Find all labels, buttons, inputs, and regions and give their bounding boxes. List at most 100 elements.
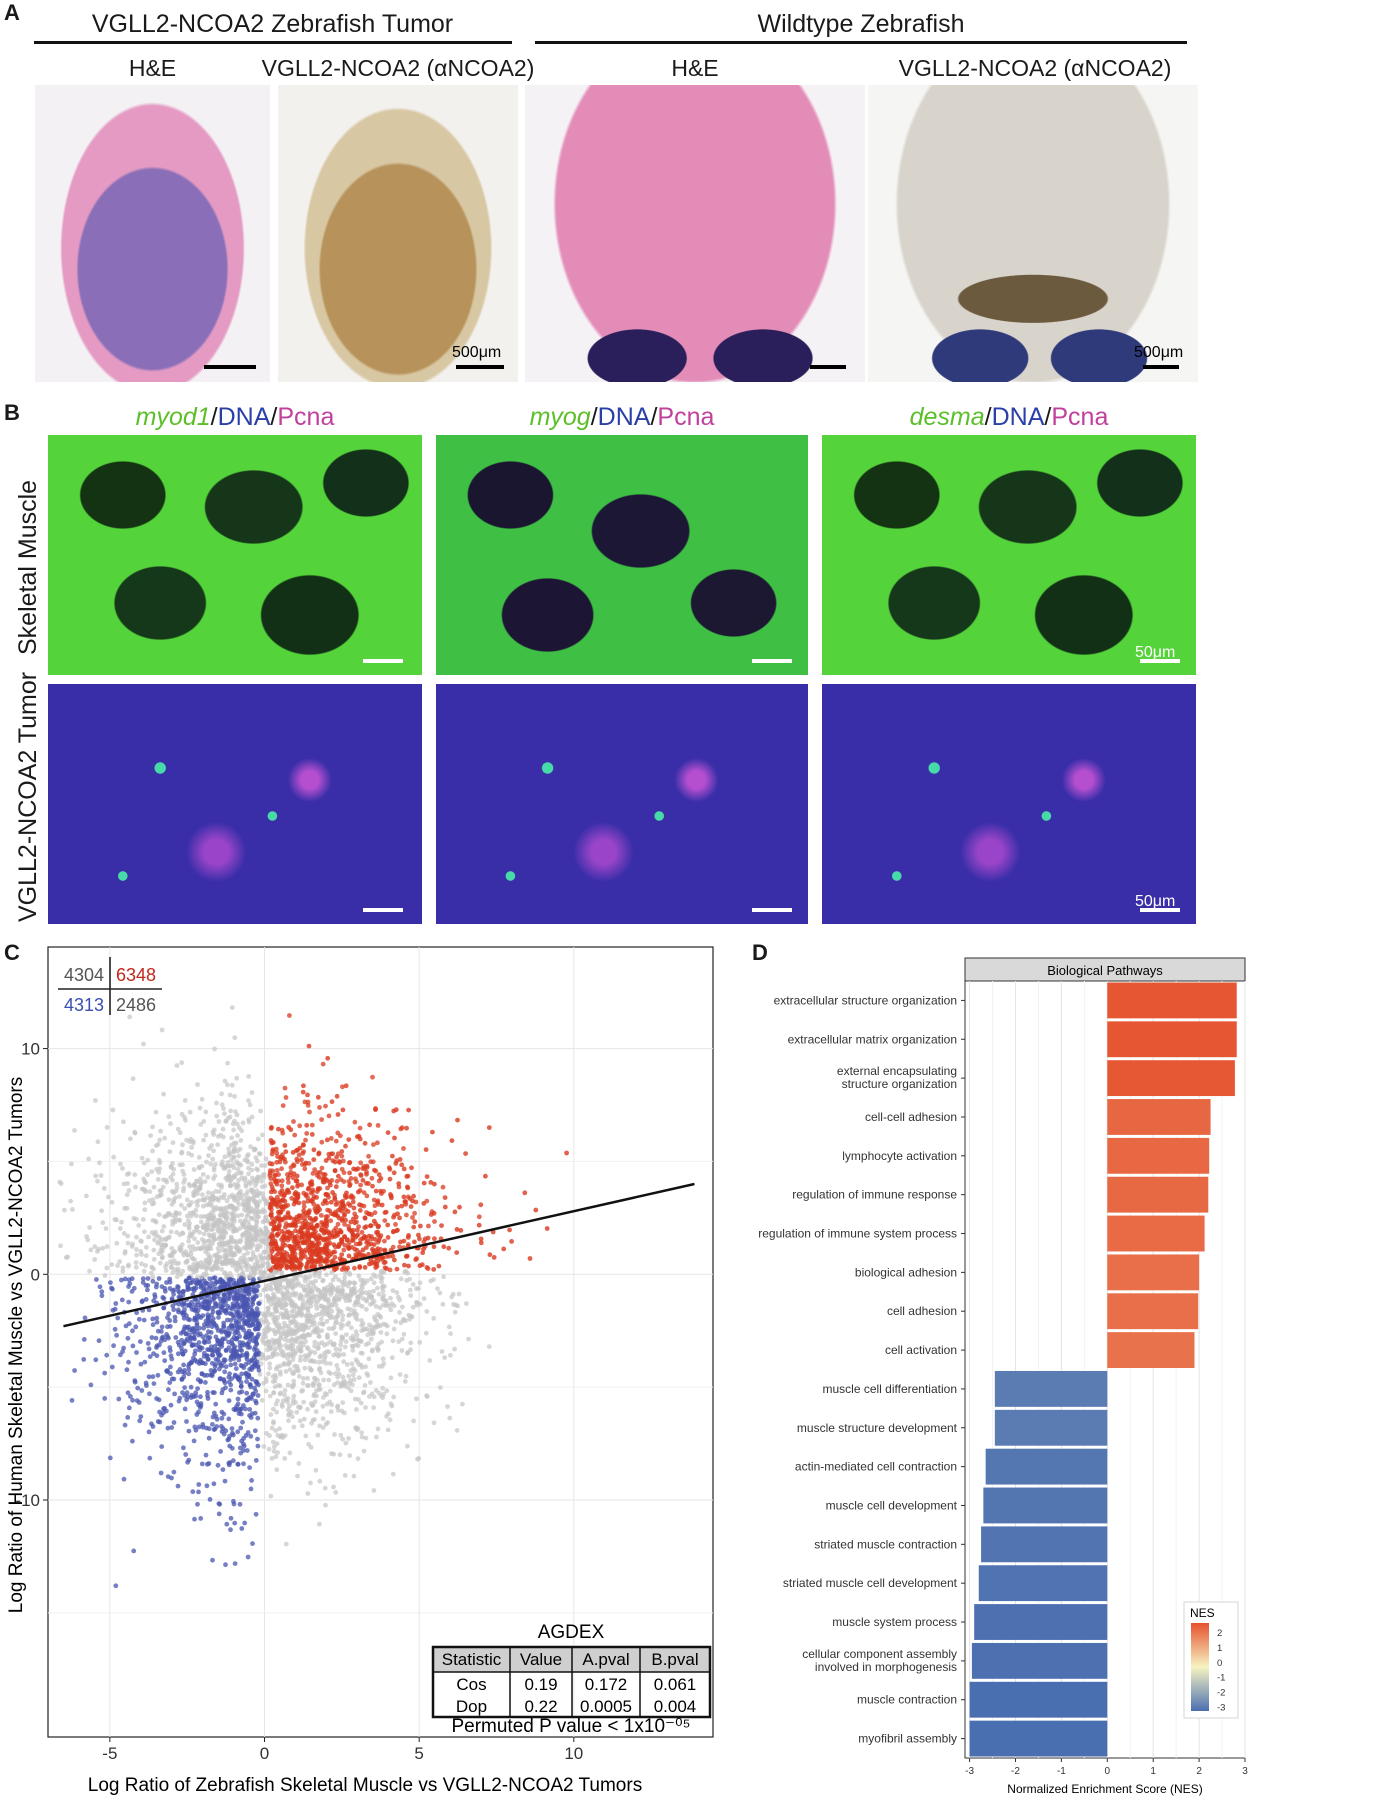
legend-title: NES — [1190, 1606, 1215, 1620]
scatter-point — [260, 1194, 266, 1200]
scatter-point — [421, 1180, 427, 1186]
scatter-point — [304, 1212, 310, 1218]
scatter-point — [205, 1312, 211, 1318]
scatter-point — [342, 1222, 347, 1227]
dna-label: DNA — [597, 403, 651, 431]
scatter-point — [359, 1430, 364, 1436]
scatter-point — [270, 1439, 276, 1445]
scatter-point — [501, 1246, 507, 1252]
scatter-point — [312, 1343, 317, 1349]
scatter-point — [113, 1301, 119, 1306]
scatter-point — [358, 1237, 363, 1242]
scatter-point — [294, 1178, 300, 1184]
scatter-point — [267, 1393, 273, 1399]
scatter-point — [223, 1247, 229, 1253]
scatter-point — [286, 1280, 291, 1286]
bar — [1107, 1293, 1199, 1330]
scatter-point — [147, 1455, 153, 1461]
scatter-point — [244, 1158, 250, 1163]
scatter-point — [405, 1184, 410, 1190]
scatter-point — [260, 1263, 265, 1269]
scatter-point — [258, 1108, 263, 1114]
scatter-point — [362, 1383, 368, 1388]
scatter-point — [298, 1256, 304, 1262]
scatter-point — [360, 1166, 366, 1171]
scatter-point — [324, 1319, 330, 1324]
scatter-point — [159, 1284, 165, 1289]
scatter-point — [466, 1336, 471, 1342]
scatter-point — [322, 1350, 327, 1356]
scatter-point — [337, 1347, 343, 1352]
scatter-point — [363, 1405, 368, 1410]
scatter-point — [301, 1399, 306, 1405]
scatter-point — [262, 1163, 268, 1168]
scatter-point — [431, 1210, 437, 1216]
scatter-point — [127, 1014, 133, 1020]
scatter-point — [107, 1455, 113, 1461]
scatter-point — [158, 1247, 164, 1253]
x-tick-label: 0 — [260, 1744, 269, 1763]
scatter-point — [314, 1223, 320, 1229]
scatter-point — [156, 1251, 162, 1257]
scatter-point — [150, 1322, 156, 1328]
scatter-point — [333, 1302, 339, 1308]
scatter-point — [315, 1208, 321, 1214]
scatter-point — [240, 1315, 245, 1321]
scatter-point — [358, 1350, 364, 1356]
scatter-point — [376, 1172, 382, 1178]
scatter-point — [187, 1335, 193, 1341]
scatter-point — [194, 1320, 200, 1326]
scatter-point — [360, 1177, 366, 1183]
scatter-point — [275, 1296, 280, 1302]
scatter-point — [177, 1244, 183, 1250]
scatter-point — [351, 1473, 357, 1479]
scatter-point — [458, 1228, 464, 1233]
scatter-point — [201, 1299, 207, 1305]
scatter-point — [133, 1324, 139, 1330]
scatter-point — [157, 1419, 163, 1425]
scatter-point — [279, 1183, 285, 1189]
scatter-point — [119, 1219, 124, 1225]
scatter-point — [241, 1252, 247, 1258]
scatter-point — [288, 1319, 293, 1324]
scatter-point — [141, 1160, 147, 1166]
scatter-point — [259, 1255, 264, 1261]
scatter-point — [363, 1435, 369, 1441]
nes-bar-chart: Biological Pathways extracellular struct… — [758, 957, 1248, 1796]
scatter-point — [405, 1173, 411, 1179]
scatter-point — [349, 1361, 355, 1367]
scatter-point — [293, 1190, 299, 1195]
scatter-point — [247, 1208, 252, 1214]
scatter-point — [143, 1189, 148, 1195]
scatter-point — [344, 1362, 350, 1367]
scatter-point — [222, 1380, 228, 1386]
col1-title: H&E — [128, 55, 177, 81]
scatter-point — [265, 1229, 271, 1235]
scatter-point — [213, 1357, 219, 1362]
row-label-tumor: VGLL2-NCOA2 Tumor — [14, 671, 42, 922]
scatter-point — [180, 1292, 186, 1298]
scatter-point — [177, 1130, 183, 1136]
dna-label: DNA — [217, 403, 271, 431]
scatter-point — [333, 1184, 339, 1190]
bar — [1107, 1215, 1205, 1252]
scatter-point — [347, 1227, 353, 1233]
scatter-point — [265, 1293, 271, 1299]
scatter-point — [146, 1307, 152, 1313]
scatter-point — [288, 1165, 294, 1170]
scatter-point — [417, 1280, 423, 1286]
scatter-point — [285, 1176, 291, 1181]
scatter-point — [204, 1483, 210, 1489]
scatter-point — [316, 1341, 322, 1347]
scatter-point — [404, 1212, 409, 1218]
x-axis-label: Log Ratio of Zebrafish Skeletal Muscle v… — [88, 1775, 642, 1796]
scatter-point — [220, 1387, 226, 1392]
scatter-point — [220, 1259, 225, 1265]
scatter-point — [363, 1364, 368, 1370]
scatter-point — [358, 1400, 364, 1406]
scatter-point — [262, 1269, 268, 1275]
scatter-point — [274, 1202, 279, 1208]
scatter-point — [207, 1284, 213, 1289]
scatter-point — [102, 1396, 108, 1401]
scatter-point — [236, 1296, 242, 1302]
